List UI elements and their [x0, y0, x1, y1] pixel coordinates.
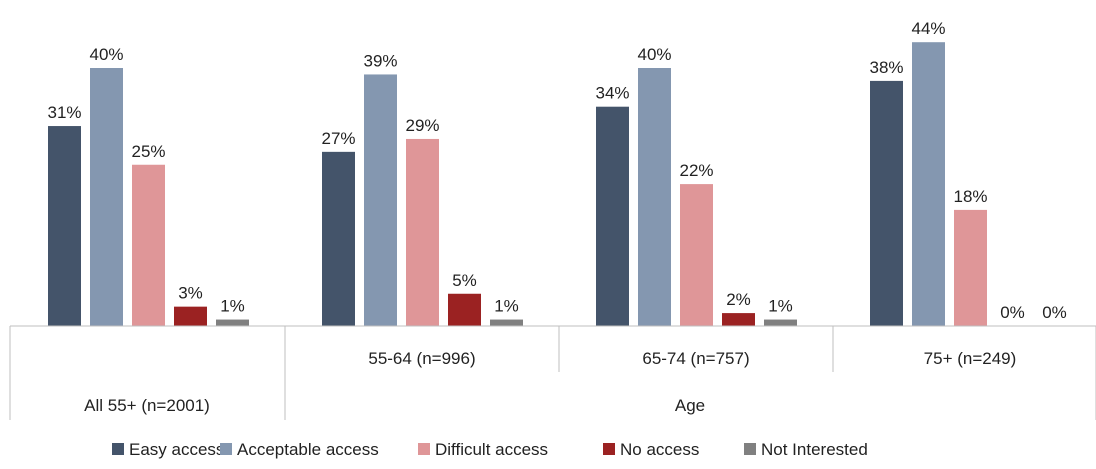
value-label-3-group-4: 18% [953, 187, 987, 206]
bar-1-group-3 [596, 106, 629, 326]
bar-2-group-1 [90, 68, 123, 326]
value-label-4-group-1: 3% [178, 284, 203, 303]
value-label-1-group-2: 27% [321, 129, 355, 148]
value-label-1-group-1: 31% [47, 103, 81, 122]
legend-label-4: No access [620, 440, 699, 459]
bars-layer [48, 42, 987, 327]
value-label-5-group-3: 1% [768, 297, 793, 316]
bar-1-group-1 [48, 126, 81, 326]
legend-label-5: Not Interested [761, 440, 868, 459]
bar-4-group-1 [174, 306, 207, 326]
category-label-65-74: 65-74 (n=757) [642, 349, 749, 368]
legend-swatch-3 [418, 443, 430, 455]
legend-swatch-2 [220, 443, 232, 455]
legend-label-3: Difficult access [435, 440, 548, 459]
value-label-3-group-1: 25% [131, 142, 165, 161]
parent-group-label-age: Age [675, 396, 705, 415]
value-label-2-group-1: 40% [89, 45, 123, 64]
value-label-2-group-2: 39% [363, 51, 397, 70]
bar-3-group-1 [132, 164, 165, 326]
bar-2-group-4 [912, 42, 945, 326]
value-label-4-group-3: 2% [726, 290, 751, 309]
value-labels-layer: 31% 40% 25% 3% 1% 27% 39% 29% 5% 1% 34% 40% 22% 2% 1% 3… [47, 19, 1066, 322]
bar-4-group-3 [722, 313, 755, 326]
bar-3-group-3 [680, 184, 713, 326]
value-label-4-group-4: 0% [1000, 303, 1025, 322]
category-label-all: All 55+ (n=2001) [84, 396, 210, 415]
bar-5-group-3 [764, 319, 797, 326]
value-label-5-group-4: 0% [1042, 303, 1067, 322]
value-label-5-group-2: 1% [494, 297, 519, 316]
legend-swatch-4 [603, 443, 615, 455]
category-label-75plus: 75+ (n=249) [924, 349, 1017, 368]
value-label-3-group-3: 22% [679, 161, 713, 180]
legend-swatch-5 [744, 443, 756, 455]
legend-label-2: Acceptable access [237, 440, 379, 459]
bar-1-group-2 [322, 151, 355, 326]
value-label-1-group-3: 34% [595, 84, 629, 103]
bar-4-group-2 [448, 293, 481, 326]
bar-1-group-4 [870, 80, 903, 327]
legend: Easy access Acceptable access Difficult ac… [112, 440, 868, 459]
category-label-55-64: 55-64 (n=996) [368, 349, 475, 368]
category-axis: All 55+ (n=2001) 55-64 (n=996) 65-74 (n=… [9, 325, 1096, 420]
legend-label-1: Easy access [129, 440, 224, 459]
value-label-5-group-1: 1% [220, 297, 245, 316]
bar-2-group-2 [364, 74, 397, 326]
value-label-4-group-2: 5% [452, 271, 477, 290]
bar-5-group-2 [490, 319, 523, 326]
bar-3-group-4 [954, 209, 987, 326]
value-label-1-group-4: 38% [869, 58, 903, 77]
legend-swatch-1 [112, 443, 124, 455]
value-label-3-group-2: 29% [405, 116, 439, 135]
bar-3-group-2 [406, 138, 439, 326]
value-label-2-group-4: 44% [911, 19, 945, 38]
bar-5-group-1 [216, 319, 249, 326]
value-label-2-group-3: 40% [637, 45, 671, 64]
bar-2-group-3 [638, 68, 671, 326]
